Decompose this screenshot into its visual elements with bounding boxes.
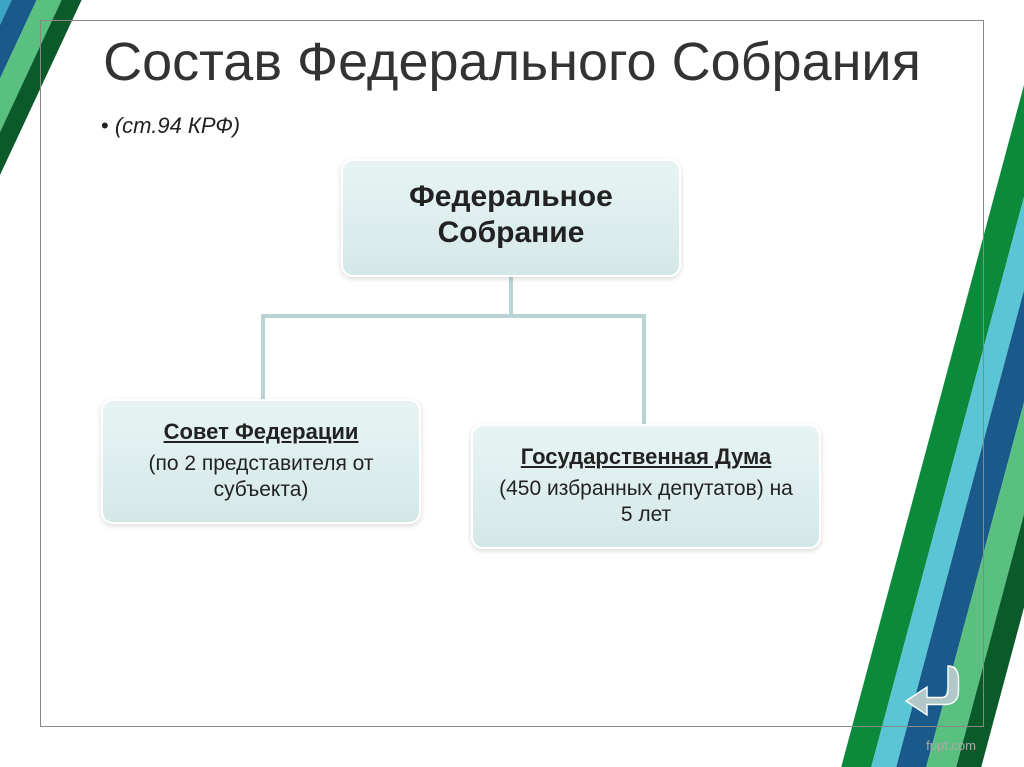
node-root: Федеральное Собрание [341, 159, 681, 277]
node-root-title: Федеральное Собрание [365, 179, 657, 251]
node-right-subtitle: (450 избранных депутатов) на 5 лет [495, 476, 797, 529]
connector [261, 314, 646, 318]
connector [642, 314, 646, 424]
back-arrow-icon[interactable] [899, 652, 969, 722]
node-right-title: Государственная Дума [495, 444, 797, 470]
node-left: Совет Федерации (по 2 представителя от с… [101, 399, 421, 524]
node-left-title: Совет Федерации [125, 419, 397, 445]
slide-frame: Состав Федерального Собрания (ст.94 КРФ)… [40, 20, 984, 727]
node-right: Государственная Дума (450 избранных депу… [471, 424, 821, 549]
slide-title: Состав Федерального Собрания [41, 21, 983, 113]
connector [261, 314, 265, 399]
slide-note: (ст.94 КРФ) [41, 113, 983, 139]
watermark: fppt.com [926, 738, 976, 753]
org-diagram: Федеральное Собрание Совет Федерации (по… [41, 159, 983, 599]
node-left-subtitle: (по 2 представителя от субъекта) [125, 451, 397, 504]
